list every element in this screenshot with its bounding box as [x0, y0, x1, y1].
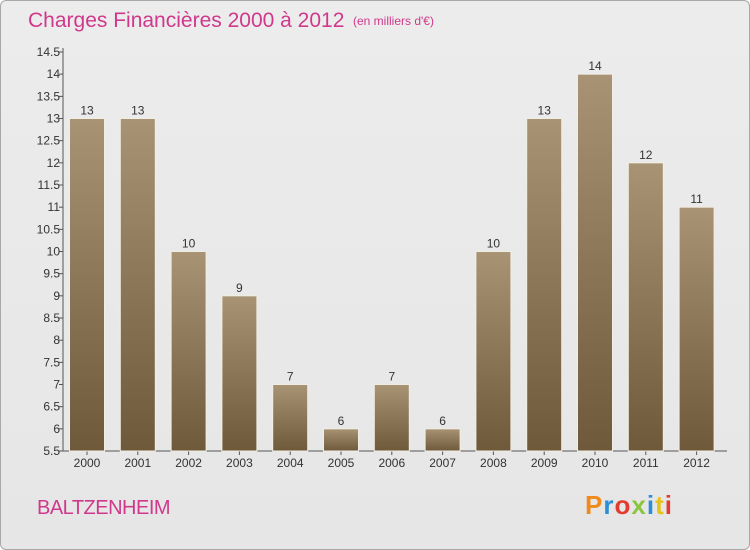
bar-value-label: 13: [131, 104, 145, 118]
bar: [119, 118, 156, 452]
x-tick-label: 2000: [74, 456, 101, 470]
label-layer: 13 2000 13 2001 10 2002 9 2003 7 2004 6 2005 7 2006 6 2…: [74, 59, 711, 470]
y-tick-label: 10.5: [37, 222, 61, 236]
y-tick-label: 13.5: [37, 89, 61, 103]
bar: [373, 384, 410, 452]
bar-value-label: 10: [182, 237, 196, 251]
bar-value-label: 10: [487, 237, 501, 251]
x-tick-label: 2007: [429, 456, 456, 470]
bar: [69, 118, 105, 452]
chart-subtitle: (en milliers d'€): [353, 14, 434, 28]
y-tick-label: 7: [53, 378, 60, 392]
x-tick-label: 2011: [633, 456, 659, 470]
bar: [170, 251, 207, 452]
logo-letter: i: [646, 490, 656, 520]
y-tick-label: 6: [53, 422, 60, 436]
x-tick-label: 2003: [226, 456, 253, 470]
bar-value-label: 13: [538, 104, 552, 118]
y-tick-label: 5.5: [43, 444, 60, 458]
logo-letter: o: [614, 490, 632, 520]
bar-value-label: 7: [287, 370, 294, 384]
y-tick-label: 8: [53, 333, 60, 347]
y-tick-label: 12: [47, 156, 61, 170]
bar: [221, 295, 258, 452]
bar-value-label: 14: [588, 59, 602, 73]
y-tick-label: 8.5: [43, 311, 60, 325]
logo-letter: r: [603, 490, 615, 520]
x-tick-label: 2005: [328, 456, 355, 470]
y-tick-label: 7.5: [43, 355, 60, 369]
bar: [678, 206, 715, 452]
x-tick-label: 2004: [277, 456, 304, 470]
bar-value-label: 11: [690, 192, 703, 206]
y-tick-label: 9: [53, 289, 60, 303]
commune-name: BALTZENHEIM: [37, 497, 171, 519]
logo-letter: t: [655, 490, 665, 520]
x-tick-label: 2006: [378, 456, 405, 470]
bar-value-label: 13: [80, 104, 94, 118]
y-tick-label: 10: [47, 245, 61, 259]
x-tick-label: 2012: [683, 456, 710, 470]
x-tick-label: 2010: [582, 456, 609, 470]
bar-value-label: 6: [338, 414, 345, 428]
y-tick-label: 11.5: [38, 178, 61, 192]
x-tick-label: 2009: [531, 456, 558, 470]
y-tick-label: 11: [48, 200, 61, 214]
axis-layer: 5.5 6 6.5 7 7.5 8 8.5 9 9.5 10 10.5 11 11.5 12 12.5 13 1…: [37, 45, 727, 458]
bar: [323, 428, 359, 452]
y-tick-label: 12.5: [37, 134, 61, 148]
bar-value-label: 9: [236, 281, 243, 295]
y-tick-label: 14: [47, 67, 61, 81]
logo-letter: x: [631, 490, 647, 520]
logo-letter: P: [585, 490, 604, 520]
bar: [272, 384, 309, 452]
proxiti-logo[interactable]: Proxiti: [585, 490, 673, 521]
bar-value-label: 7: [388, 370, 395, 384]
y-tick-label: 6.5: [43, 400, 60, 414]
bar: [577, 73, 613, 452]
bar: [475, 251, 512, 452]
x-tick-label: 2002: [175, 456, 202, 470]
bar: [627, 162, 664, 452]
bar: [526, 118, 563, 452]
chart-title: Charges Financières 2000 à 2012: [28, 9, 345, 32]
bar-value-label: 12: [639, 148, 653, 162]
y-tick-label: 9.5: [43, 267, 60, 281]
y-tick-label: 14.5: [37, 45, 61, 59]
bar-layer: [69, 73, 715, 452]
bar: [424, 428, 461, 452]
y-tick-label: 13: [47, 112, 61, 126]
x-tick-label: 2001: [124, 456, 151, 470]
logo-letter: i: [664, 490, 673, 520]
x-tick-label: 2008: [480, 456, 507, 470]
bar-value-label: 6: [439, 414, 446, 428]
